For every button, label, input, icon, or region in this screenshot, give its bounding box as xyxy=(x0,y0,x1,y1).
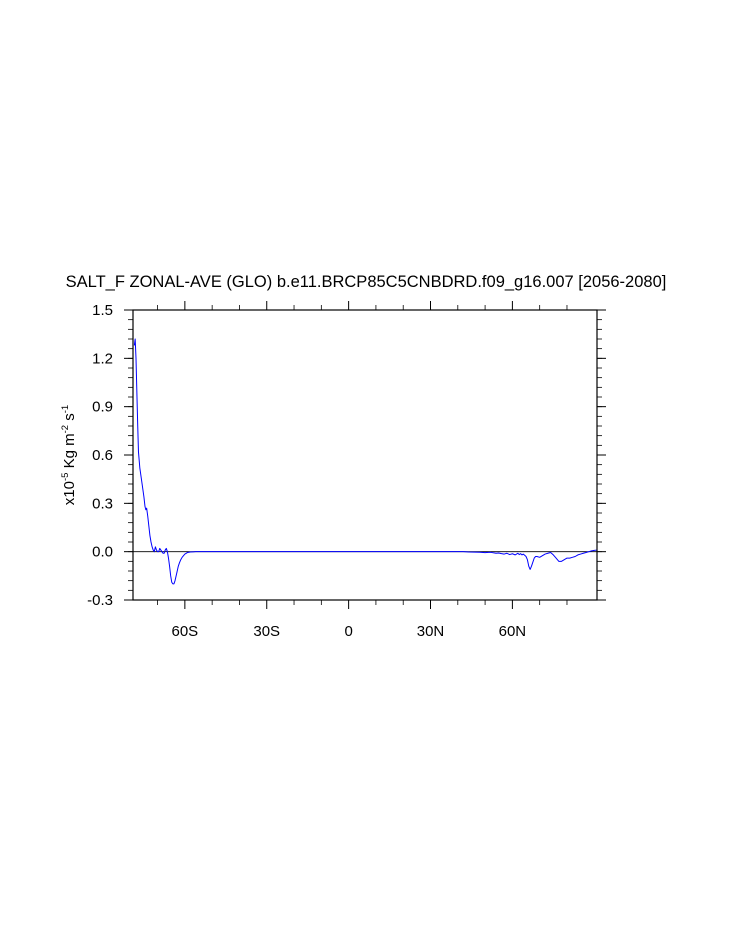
y-axis-label: x10-5 Kg m-2 s-1 xyxy=(60,405,78,505)
data-layer xyxy=(133,338,598,585)
series-line-0 xyxy=(133,338,598,585)
x-tick-label: 60S xyxy=(172,623,199,640)
y-tick-label: 0.3 xyxy=(92,495,113,512)
x-tick-label: 30S xyxy=(253,623,280,640)
y-tick-label: 0.9 xyxy=(92,399,113,416)
y-tick-label: 0.0 xyxy=(92,544,113,561)
x-tick-label: 60N xyxy=(499,623,527,640)
y-axis-label-unit2: s xyxy=(61,413,78,425)
y-axis-label-unit1: Kg m xyxy=(61,433,78,472)
x-tick-label: 0 xyxy=(344,623,352,640)
y-tick-label: 1.5 xyxy=(92,302,113,319)
chart-title: SALT_F ZONAL-AVE (GLO) b.e11.BRCP85C5CNB… xyxy=(66,273,667,291)
x-tick-label: 30N xyxy=(417,623,445,640)
y-axis-label-unit2-exponent: -1 xyxy=(60,405,71,413)
y-axis-label-prefix: x10 xyxy=(61,481,78,505)
plot-frame xyxy=(132,309,598,601)
ticks-layer: -0.3 0.0 0.3 0.6 0.9 1.2 1.5 60S 30S 0 30N 60N xyxy=(87,301,606,640)
y-tick-label: -0.3 xyxy=(87,592,113,609)
y-tick-label: 0.6 xyxy=(92,447,113,464)
y-axis-label-exponent: -5 xyxy=(60,473,71,481)
y-axis-label-unit1-exponent: -2 xyxy=(60,425,71,433)
y-tick-label: 1.2 xyxy=(92,350,113,367)
